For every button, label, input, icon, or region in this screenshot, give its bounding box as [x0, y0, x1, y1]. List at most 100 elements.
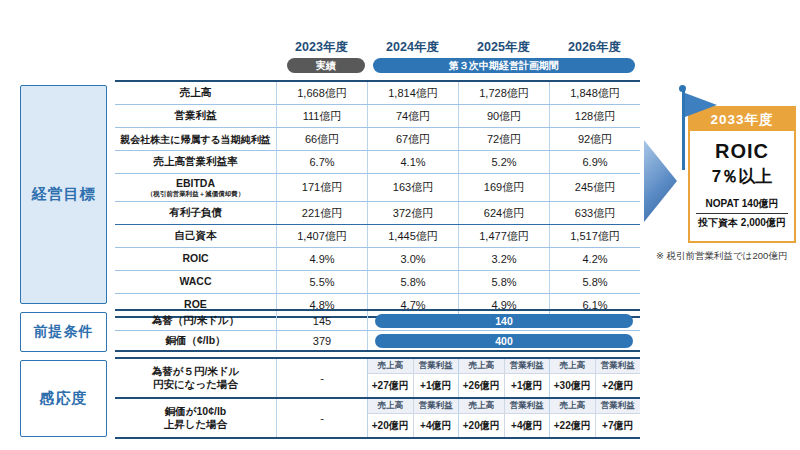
row-label-line1: 為替が５円/米ドル: [152, 365, 240, 378]
cell-value: -: [276, 359, 367, 397]
goal-metric-name: ROIC: [690, 140, 794, 163]
row-label: ROIC: [115, 248, 276, 270]
year-header-row: 2023年度 2024年度 2025年度 2026年度: [276, 39, 640, 56]
cell-value: +7億円: [595, 414, 641, 437]
cell-value: 5.8%: [458, 271, 549, 293]
goal-card: 2033年度 ROIC 7％以上 NOPAT 140億円 投下資本 2,000億…: [688, 106, 796, 243]
section-label-assumptions: 前提条件: [20, 312, 107, 352]
midterm-plan-badge: 第３次中期経営計画期間: [373, 58, 635, 73]
section-label-sensitivity: 感応度: [20, 360, 107, 437]
row-label: 売上高: [115, 82, 276, 104]
cell-value: 1,848億円: [549, 82, 640, 104]
table-row: ROIC 4.9% 3.0% 3.2% 4.2%: [115, 248, 640, 271]
cell-value: 4.1%: [367, 151, 458, 173]
year-header-2023: 2023年度: [276, 39, 367, 56]
cell-value: 74億円: [367, 105, 458, 127]
subheader-profit: 営業利益: [504, 399, 550, 414]
cell-value: 90億円: [458, 105, 549, 127]
sensitivity-table: 為替が５円/米ドル 円安になった場合 - 売上高 営業利益 売上高 営業利益 売…: [115, 357, 640, 439]
subheader-sales: 売上高: [549, 399, 595, 414]
row-label: 有利子負債: [115, 202, 276, 224]
row-label: EBITDA （税引前営業利益＋減価償却費）: [115, 174, 276, 201]
table-row: 営業利益 111億円 74億円 90億円 128億円: [115, 105, 640, 128]
table-row: 売上高 1,668億円 1,814億円 1,728億円 1,848億円: [115, 82, 640, 105]
cell-value: 4.9%: [276, 248, 367, 270]
row-label: 親会社株主に帰属する当期純利益: [115, 128, 276, 150]
cell-value: -: [276, 399, 367, 437]
sensitivity-row-fx: 為替が５円/米ドル 円安になった場合 - 売上高 営業利益 売上高 営業利益 売…: [115, 359, 640, 397]
cell-value: 169億円: [458, 174, 549, 201]
subheader-sales: 売上高: [549, 359, 595, 374]
row-label: 売上高営業利益率: [115, 151, 276, 173]
cell-value: +20億円: [367, 414, 413, 437]
cell-value: 72億円: [458, 128, 549, 150]
cell-value: 5.8%: [367, 271, 458, 293]
sensitivity-row-copper: 銅価が10¢/lb 上昇した場合 - 売上高 営業利益 売上高 営業利益 売上高…: [115, 397, 640, 437]
cell-value: 221億円: [276, 202, 367, 224]
cell-value: 5.2%: [458, 151, 549, 173]
roic-fraction: NOPAT 140億円 投下資本 2,000億円: [696, 197, 788, 230]
subheader-profit: 営業利益: [595, 359, 641, 374]
subheader-sales: 売上高: [367, 359, 413, 374]
row-label: 銅価が10¢/lb 上昇した場合: [115, 399, 276, 437]
subheader-profit: 営業利益: [595, 399, 641, 414]
cell-value: 1,728億円: [458, 82, 549, 104]
cell-value: 624億円: [458, 202, 549, 224]
subheader-sales: 売上高: [458, 399, 504, 414]
slide: 2023年度 2024年度 2025年度 2026年度 実績 第３次中期経営計画…: [0, 0, 800, 450]
cell-value: 1,668億円: [276, 82, 367, 104]
table-row: 自己資本 1,407億円 1,445億円 1,477億円 1,517億円: [115, 225, 640, 248]
subheader-sales: 売上高: [367, 399, 413, 414]
cell-value: 163億円: [367, 174, 458, 201]
cell-value: 1,477億円: [458, 225, 549, 247]
cell-value: 1,445億円: [367, 225, 458, 247]
cell-value: +26億円: [458, 374, 504, 397]
table-row: WACC 5.5% 5.8% 5.8% 5.8%: [115, 271, 640, 294]
row-label: 為替が５円/米ドル 円安になった場合: [115, 359, 276, 397]
goal-metric-target: 7％以上: [690, 165, 794, 188]
fraction-numerator: NOPAT 140億円: [696, 197, 788, 214]
fraction-denominator: 投下資本 2,000億円: [696, 214, 788, 230]
cell-value: +1億円: [504, 374, 550, 397]
plan-value-pill: 400: [375, 334, 633, 348]
cell-value: 633億円: [549, 202, 640, 224]
cell-value: +2億円: [595, 374, 641, 397]
cell-value: +30億円: [549, 374, 595, 397]
cell-value: 92億円: [549, 128, 640, 150]
cell-value: 5.8%: [549, 271, 640, 293]
cell-value: 128億円: [549, 105, 640, 127]
cell-value: 3.2%: [458, 248, 549, 270]
row-label-line1: 銅価が10¢/lb: [165, 405, 227, 418]
goals-table: 売上高 1,668億円 1,814億円 1,728億円 1,848億円 営業利益…: [115, 80, 640, 318]
cell-value: 3.0%: [367, 248, 458, 270]
footnote: ※ 税引前営業利益では200億円: [656, 250, 798, 263]
cell-value: +20億円: [458, 414, 504, 437]
cell-value: 5.5%: [276, 271, 367, 293]
cell-value: 245億円: [549, 174, 640, 201]
table-row: 親会社株主に帰属する当期純利益 66億円 67億円 72億円 92億円: [115, 128, 640, 151]
cell-value: 6.7%: [276, 151, 367, 173]
plan-pill-cell: 400: [367, 331, 640, 350]
cell-value: 1,517億円: [549, 225, 640, 247]
table-row: 有利子負債 221億円 372億円 624億円 633億円: [115, 202, 640, 225]
plan-pill-cell: 140: [367, 311, 640, 330]
actual-badge: 実績: [287, 58, 365, 73]
cell-value: +1億円: [413, 374, 459, 397]
row-label-line2: 上昇した場合: [164, 418, 228, 431]
subheader-sales: 売上高: [458, 359, 504, 374]
cell-value: 1,814億円: [367, 82, 458, 104]
cell-value: 6.9%: [549, 151, 640, 173]
cell-value: 1,407億円: [276, 225, 367, 247]
row-label: WACC: [115, 271, 276, 293]
row-label: 銅価（¢/lb）: [115, 331, 276, 350]
flag-dot-icon: [679, 85, 686, 92]
subheader-profit: 営業利益: [413, 399, 459, 414]
row-label: 為替（円/米ドル）: [115, 311, 276, 330]
table-row: 売上高営業利益率 6.7% 4.1% 5.2% 6.9%: [115, 151, 640, 174]
cell-value: +4億円: [413, 414, 459, 437]
cell-value: 111億円: [276, 105, 367, 127]
year-header-2024: 2024年度: [367, 39, 458, 56]
cell-value: 379: [276, 331, 367, 350]
cell-value: 67億円: [367, 128, 458, 150]
row-label-sub: （税引前営業利益＋減価償却費）: [147, 190, 245, 197]
